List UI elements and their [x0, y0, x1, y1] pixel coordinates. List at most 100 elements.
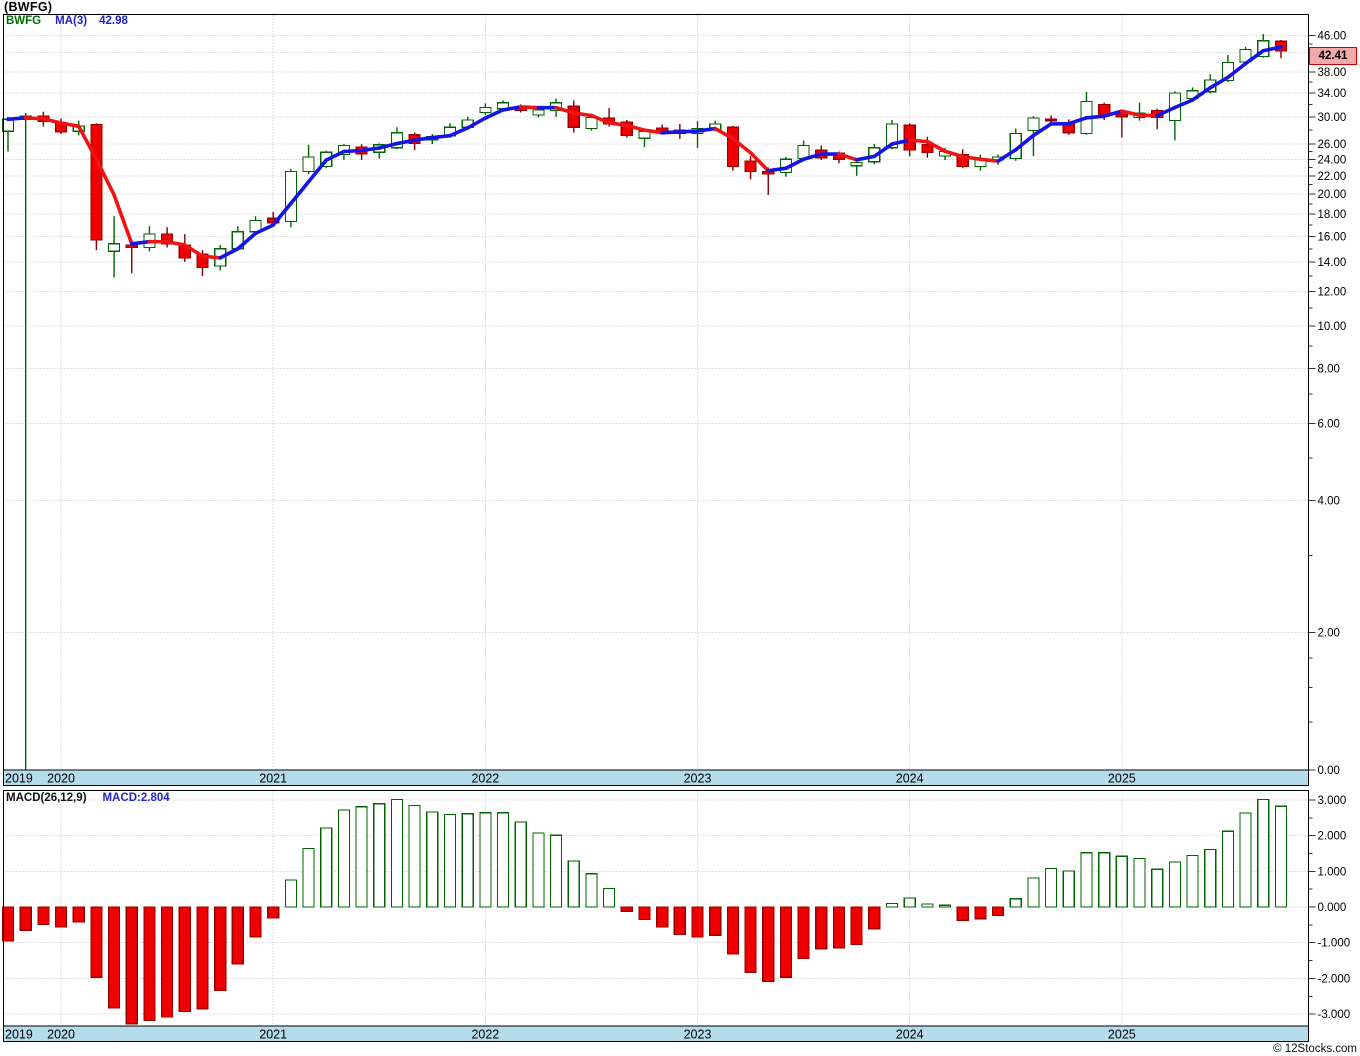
macd-bar	[762, 906, 775, 983]
ma-line-segment	[359, 146, 382, 153]
macd-bar	[267, 906, 280, 919]
macd-value-label: MACD:2.804	[102, 792, 170, 804]
macd-bar	[284, 879, 297, 908]
price-axis-label: 34.00	[1318, 88, 1347, 100]
price-axis-label: 46.00	[1318, 30, 1347, 42]
year-label: 2019	[5, 1028, 33, 1042]
ma-line-segment	[1013, 133, 1036, 152]
macd-bar	[974, 906, 987, 920]
macd-axis-label: 2.000	[1318, 831, 1347, 843]
macd-bar	[1257, 798, 1270, 908]
watermark-link[interactable]: © 12Stocks.com	[1273, 1043, 1357, 1055]
macd-bar	[549, 834, 563, 908]
ma-line-segment	[713, 126, 735, 141]
ma-line-segment	[801, 152, 824, 162]
macd-bar	[603, 887, 616, 908]
candlestick	[850, 161, 863, 167]
ma-line-segment	[41, 117, 63, 125]
ma-line-segment	[731, 136, 753, 155]
candlestick	[107, 243, 121, 252]
macd-bar	[231, 906, 244, 965]
macd-bar	[1115, 855, 1128, 908]
ma-line-segment	[76, 124, 99, 162]
ma-line-segment	[907, 138, 930, 144]
price-axis-label: 10.00	[1318, 321, 1347, 333]
year-label: 2021	[259, 772, 287, 786]
macd-bar	[125, 906, 138, 1025]
macd-bar	[496, 812, 510, 908]
ma-line-segment	[1243, 48, 1266, 66]
year-label: 2021	[259, 1028, 287, 1042]
candlestick	[532, 109, 545, 116]
timeline-strip	[3, 1025, 1309, 1042]
macd-bar	[54, 906, 68, 928]
macd-bar	[1151, 868, 1164, 908]
candlestick	[1027, 117, 1040, 132]
ma-line-segment	[218, 246, 240, 260]
macd-bar	[903, 897, 916, 908]
price-axis-label: 20.00	[1318, 189, 1347, 201]
price-axis-label: 22.00	[1318, 171, 1347, 183]
ma-line-segment	[554, 105, 576, 115]
ma-line-segment	[200, 254, 222, 260]
macd-bar	[19, 906, 32, 931]
ma-line-segment	[430, 133, 452, 140]
ma-line-segment	[129, 239, 152, 246]
price-axis-label: 16.00	[1318, 231, 1347, 243]
price-axis-label: 8.00	[1318, 363, 1340, 375]
macd-axis-label: -1.000	[1318, 938, 1351, 950]
macd-bar	[991, 906, 1005, 917]
macd-bar	[532, 832, 545, 908]
ma-line-segment	[1084, 114, 1106, 120]
ma-line-segment	[943, 149, 965, 159]
macd-bar	[744, 906, 757, 973]
macd-bar	[337, 809, 351, 908]
ma-line-segment	[94, 157, 116, 197]
price-axis-label: 14.00	[1318, 257, 1347, 269]
macd-bar	[443, 813, 457, 908]
macd-bar	[620, 906, 633, 912]
macd-bar	[1221, 830, 1235, 908]
macd-bar	[585, 873, 598, 908]
macd-bar	[196, 906, 209, 1010]
macd-bar	[514, 821, 527, 908]
ma-line-segment	[483, 108, 505, 120]
last-price-badge: 42.41	[1309, 47, 1357, 65]
ma-line-segment	[6, 115, 28, 122]
ma-line-segment	[448, 126, 470, 138]
macd-bar	[797, 906, 810, 960]
candlestick	[196, 253, 209, 269]
ma-line-segment	[678, 129, 700, 134]
macd-bar	[850, 906, 863, 946]
candlestick	[744, 160, 757, 173]
ma-line-segment	[837, 152, 859, 162]
ma-line-segment	[642, 128, 664, 135]
year-label: 2023	[684, 772, 712, 786]
macd-bar	[956, 906, 969, 921]
ma-line-segment	[1190, 85, 1213, 102]
macd-bar	[72, 906, 85, 923]
price-axis-label: 24.00	[1318, 154, 1347, 166]
price-legend: BWFG MA(3) 42.98	[6, 15, 140, 28]
ma-line-segment	[183, 243, 205, 258]
macd-bar	[709, 906, 722, 936]
macd-bar	[779, 906, 793, 978]
macd-axis-label: -2.000	[1318, 973, 1351, 985]
ma-line-segment	[271, 201, 293, 227]
ma-line-segment	[412, 135, 435, 142]
ma-line-segment	[324, 149, 346, 162]
macd-axis-label: 0.000	[1318, 902, 1347, 914]
candlestick	[903, 124, 916, 151]
macd-bar	[461, 813, 474, 908]
macd-bar	[302, 847, 315, 908]
ma-label: MA(3)	[55, 15, 88, 27]
ma-line-segment	[289, 179, 311, 206]
ma-line-segment	[342, 148, 364, 154]
macd-bar	[656, 906, 669, 928]
macd-bar	[1009, 898, 1022, 908]
year-label: 2019	[5, 772, 33, 786]
price-axis-label: 30.00	[1318, 112, 1347, 124]
macd-bar	[1168, 861, 1181, 908]
ma-line-segment	[1120, 109, 1142, 117]
